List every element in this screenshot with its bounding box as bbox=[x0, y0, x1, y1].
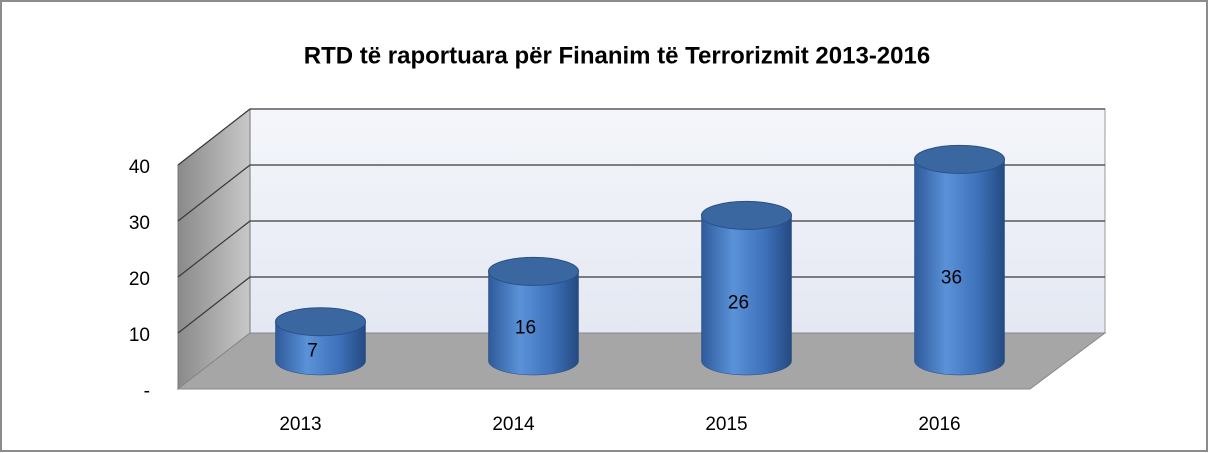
x-tick-label: 2015 bbox=[705, 414, 747, 435]
cylinder bbox=[275, 321, 366, 376]
x-tick-label: 2014 bbox=[492, 414, 535, 435]
data-label: 16 bbox=[515, 318, 536, 339]
grid-line bbox=[177, 220, 1105, 278]
floor bbox=[176, 332, 1107, 390]
y-tick-label: 10 bbox=[129, 325, 150, 346]
grid-line bbox=[177, 108, 1105, 166]
data-label: 36 bbox=[941, 267, 962, 288]
data-label: 26 bbox=[728, 292, 749, 313]
grid-line bbox=[177, 164, 1105, 222]
cylinder-top bbox=[488, 256, 579, 286]
cylinder-top bbox=[914, 144, 1005, 174]
chart-title: RTD të raportuara për Finanim të Terrori… bbox=[304, 42, 930, 69]
cylinder bbox=[488, 271, 579, 376]
cylinder-top bbox=[275, 307, 366, 337]
x-tick-label: 2016 bbox=[918, 414, 960, 435]
cylinder bbox=[701, 215, 792, 376]
cylinder-top bbox=[701, 200, 792, 230]
cylinder bbox=[914, 159, 1005, 376]
grid-line bbox=[177, 276, 1105, 334]
y-tick-label: 20 bbox=[129, 269, 150, 290]
y-tick-label: 40 bbox=[129, 157, 150, 178]
y-tick-label: - bbox=[144, 381, 150, 402]
x-tick-label: 2013 bbox=[279, 414, 321, 435]
data-label: 7 bbox=[307, 340, 318, 361]
y-tick-label: 30 bbox=[129, 213, 150, 234]
